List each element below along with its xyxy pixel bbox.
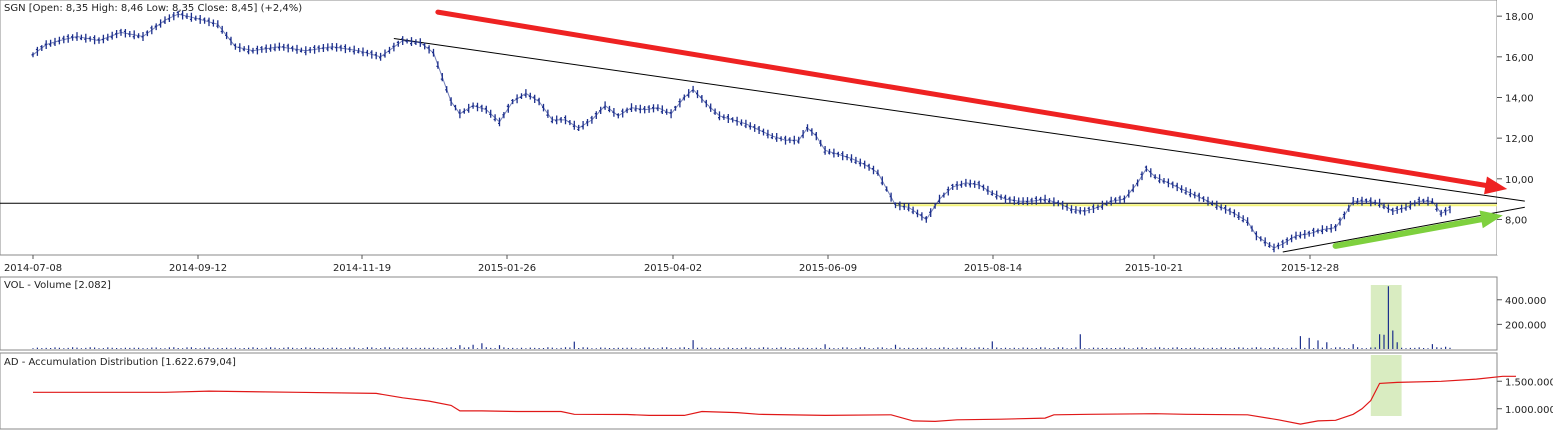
x-tick-label: 2015-08-14	[964, 263, 1022, 274]
price-panel: SGN [Open: 8,35 High: 8,46 Low: 8,35 Clo…	[0, 0, 1534, 274]
downtrend-arrow-shaft	[435, 9, 1489, 188]
price-y-tick-label: 16,00	[1505, 53, 1534, 64]
price-panel-title: SGN [Open: 8,35 High: 8,46 Low: 8,35 Clo…	[4, 3, 302, 14]
price-x-axis: 2014-07-08 2014-09-12 2014-11-19 2015-01-26…	[4, 255, 1339, 274]
ad-y-axis: 1.500.000 1.000.000	[1497, 377, 1553, 416]
downtrend-arrow-head	[1484, 176, 1508, 195]
price-line	[32, 13, 1451, 249]
ad-y-tick-label: 1.000.000	[1505, 405, 1553, 416]
ad-series	[33, 375, 1516, 425]
x-tick-label: 2015-12-28	[1281, 263, 1339, 274]
price-y-tick-label: 10,00	[1505, 175, 1534, 186]
x-tick-label: 2015-06-09	[799, 263, 857, 274]
price-overlays	[0, 38, 1525, 253]
price-y-tick-label: 8,00	[1505, 215, 1527, 226]
price-series	[31, 10, 1451, 253]
ad-panel-title: AD - Accumulation Distribution [1.622.67…	[4, 357, 236, 368]
ad-highlight	[1370, 355, 1402, 416]
x-tick-label: 2015-04-02	[644, 263, 702, 274]
x-tick-label: 2014-11-19	[333, 263, 391, 274]
x-tick-label: 2014-09-12	[169, 263, 227, 274]
volume-highlight-box	[1370, 285, 1402, 349]
price-y-tick-label: 12,00	[1505, 134, 1534, 145]
volume-panel: VOL - Volume [2.082] 400.000 200.000	[0, 276, 1546, 351]
volume-y-axis: 400.000 200.000	[1497, 296, 1546, 331]
uptrend-arrow-head	[1479, 210, 1503, 229]
ad-panel: AD - Accumulation Distribution [1.622.67…	[0, 352, 1553, 430]
uptrend-arrow-shaft	[1332, 216, 1485, 249]
price-y-tick-label: 14,00	[1505, 93, 1534, 104]
x-tick-label: 2015-10-21	[1125, 263, 1183, 274]
x-tick-label: 2014-07-08	[4, 263, 62, 274]
price-y-axis: 18,00 16,00 14,00 12,00 10,00 8,00	[1497, 12, 1534, 226]
ad-y-tick-label: 1.500.000	[1505, 377, 1553, 388]
x-tick-label: 2015-01-26	[478, 263, 536, 274]
volume-y-tick-label: 400.000	[1505, 296, 1546, 307]
volume-panel-title: VOL - Volume [2.082]	[4, 280, 111, 291]
volume-bars-path	[32, 286, 1451, 349]
trend-arrows	[435, 9, 1508, 249]
ad-line	[33, 375, 1516, 425]
volume-highlight	[1370, 285, 1402, 349]
resistance-trendline	[393, 38, 1525, 202]
ad-highlight-box	[1370, 355, 1402, 416]
price-y-tick-label: 18,00	[1505, 12, 1534, 23]
volume-bars	[32, 286, 1451, 349]
volume-y-tick-label: 200.000	[1505, 320, 1546, 331]
